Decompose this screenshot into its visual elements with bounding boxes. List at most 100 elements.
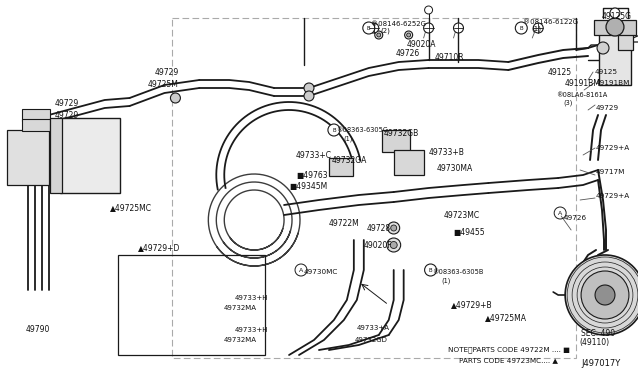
Text: B: B	[520, 26, 523, 31]
Text: (1): (1)	[442, 278, 451, 284]
Bar	[22, 109, 50, 121]
Circle shape	[390, 241, 397, 248]
Text: (1): (1)	[531, 26, 541, 32]
Text: (1): (1)	[344, 136, 353, 142]
Circle shape	[304, 83, 314, 93]
Text: 49733+H: 49733+H	[234, 295, 268, 301]
Circle shape	[424, 23, 433, 33]
Text: ®08146-6252G: ®08146-6252G	[371, 21, 426, 27]
Circle shape	[375, 31, 383, 39]
Text: SEC. 490: SEC. 490	[581, 328, 615, 337]
Text: 49726: 49726	[563, 215, 586, 221]
Bar	[50, 118, 62, 193]
Text: PARTS CODE 49723MC.... ▲: PARTS CODE 49723MC.... ▲	[460, 357, 559, 363]
Circle shape	[404, 31, 413, 39]
Text: 49730MA: 49730MA	[436, 164, 473, 173]
Text: ®08146-6122G: ®08146-6122G	[524, 19, 579, 25]
Circle shape	[595, 285, 615, 305]
Circle shape	[388, 222, 400, 234]
Text: NOTE：PARTS CODE 49722M .... ■: NOTE：PARTS CODE 49722M .... ■	[447, 347, 570, 353]
Bar	[618, 28, 633, 50]
Text: J497017Y: J497017Y	[581, 359, 620, 368]
Text: 49733+H: 49733+H	[234, 327, 268, 333]
Text: ▲49725MA: ▲49725MA	[485, 314, 527, 323]
Text: 49728: 49728	[367, 224, 391, 232]
Circle shape	[377, 33, 381, 37]
Text: 49722M: 49722M	[329, 218, 360, 228]
Text: 49726: 49726	[396, 48, 420, 58]
Text: 49020A: 49020A	[406, 39, 436, 48]
Text: 49729: 49729	[596, 105, 619, 111]
Text: B: B	[332, 128, 336, 132]
Text: ®08LA6-8161A: ®08LA6-8161A	[556, 92, 607, 98]
Text: (3): (3)	[563, 100, 573, 106]
Text: 49732GB: 49732GB	[384, 128, 419, 138]
Circle shape	[565, 255, 640, 335]
Text: 49717M: 49717M	[596, 169, 625, 175]
Text: 49732GD: 49732GD	[355, 337, 388, 343]
Bar	[394, 150, 424, 175]
Text: ▲49729+B: ▲49729+B	[451, 301, 492, 310]
Text: 49729: 49729	[55, 110, 79, 119]
Circle shape	[610, 8, 620, 18]
Text: 49733+C: 49733+C	[296, 151, 332, 160]
Bar	[7, 130, 49, 185]
Text: 49729: 49729	[154, 67, 179, 77]
Text: 49733+A: 49733+A	[357, 325, 390, 331]
Text: 49790: 49790	[26, 326, 51, 334]
Text: 49729: 49729	[55, 99, 79, 108]
Text: 49729+A: 49729+A	[596, 145, 630, 151]
Circle shape	[363, 22, 375, 34]
Circle shape	[454, 23, 463, 33]
Bar	[172, 18, 576, 358]
Circle shape	[406, 33, 411, 37]
Circle shape	[515, 22, 527, 34]
Bar	[381, 130, 410, 152]
Bar	[329, 158, 353, 176]
Text: 49191BM: 49191BM	[564, 78, 600, 87]
Circle shape	[328, 124, 340, 136]
Text: 49125G: 49125G	[602, 12, 632, 20]
Text: A: A	[299, 267, 303, 273]
Circle shape	[597, 42, 609, 54]
Text: 49020F: 49020F	[364, 241, 392, 250]
Text: 49125: 49125	[548, 67, 572, 77]
Text: 49125: 49125	[595, 69, 618, 75]
Circle shape	[424, 264, 436, 276]
Text: 49730MC: 49730MC	[304, 269, 339, 275]
Text: ®08363-6305C: ®08363-6305C	[336, 127, 387, 133]
Circle shape	[424, 6, 433, 14]
Circle shape	[304, 91, 314, 101]
Text: ▲49729+D: ▲49729+D	[138, 244, 180, 253]
Text: ■49763: ■49763	[296, 170, 328, 180]
Text: ■49455: ■49455	[454, 228, 485, 237]
Circle shape	[170, 93, 180, 103]
Circle shape	[387, 238, 401, 252]
Circle shape	[606, 18, 624, 36]
Text: (49110): (49110)	[579, 339, 609, 347]
Text: 49723MC: 49723MC	[444, 211, 479, 219]
Circle shape	[369, 23, 379, 33]
Bar	[60, 118, 120, 193]
Text: ■49345M: ■49345M	[289, 182, 327, 190]
Text: A: A	[558, 211, 563, 215]
Text: (2): (2)	[381, 28, 390, 34]
Circle shape	[533, 23, 543, 33]
Text: 49732MA: 49732MA	[223, 337, 256, 343]
Text: 49729+A: 49729+A	[596, 193, 630, 199]
Text: ®08363-6305B: ®08363-6305B	[433, 269, 484, 275]
Bar	[599, 25, 631, 85]
Text: 49710R: 49710R	[435, 52, 464, 61]
Text: B: B	[367, 26, 371, 31]
Bar	[118, 255, 265, 355]
Circle shape	[581, 271, 629, 319]
Text: 49733+B: 49733+B	[429, 148, 465, 157]
Text: 49191BM: 49191BM	[596, 80, 630, 86]
Bar	[594, 20, 636, 35]
Text: 49732GA: 49732GA	[332, 155, 367, 164]
Text: B: B	[429, 267, 433, 273]
Text: ▲49725MC: ▲49725MC	[109, 203, 152, 212]
Text: 49725M: 49725M	[147, 80, 179, 89]
Bar	[22, 119, 50, 131]
Circle shape	[390, 225, 397, 231]
